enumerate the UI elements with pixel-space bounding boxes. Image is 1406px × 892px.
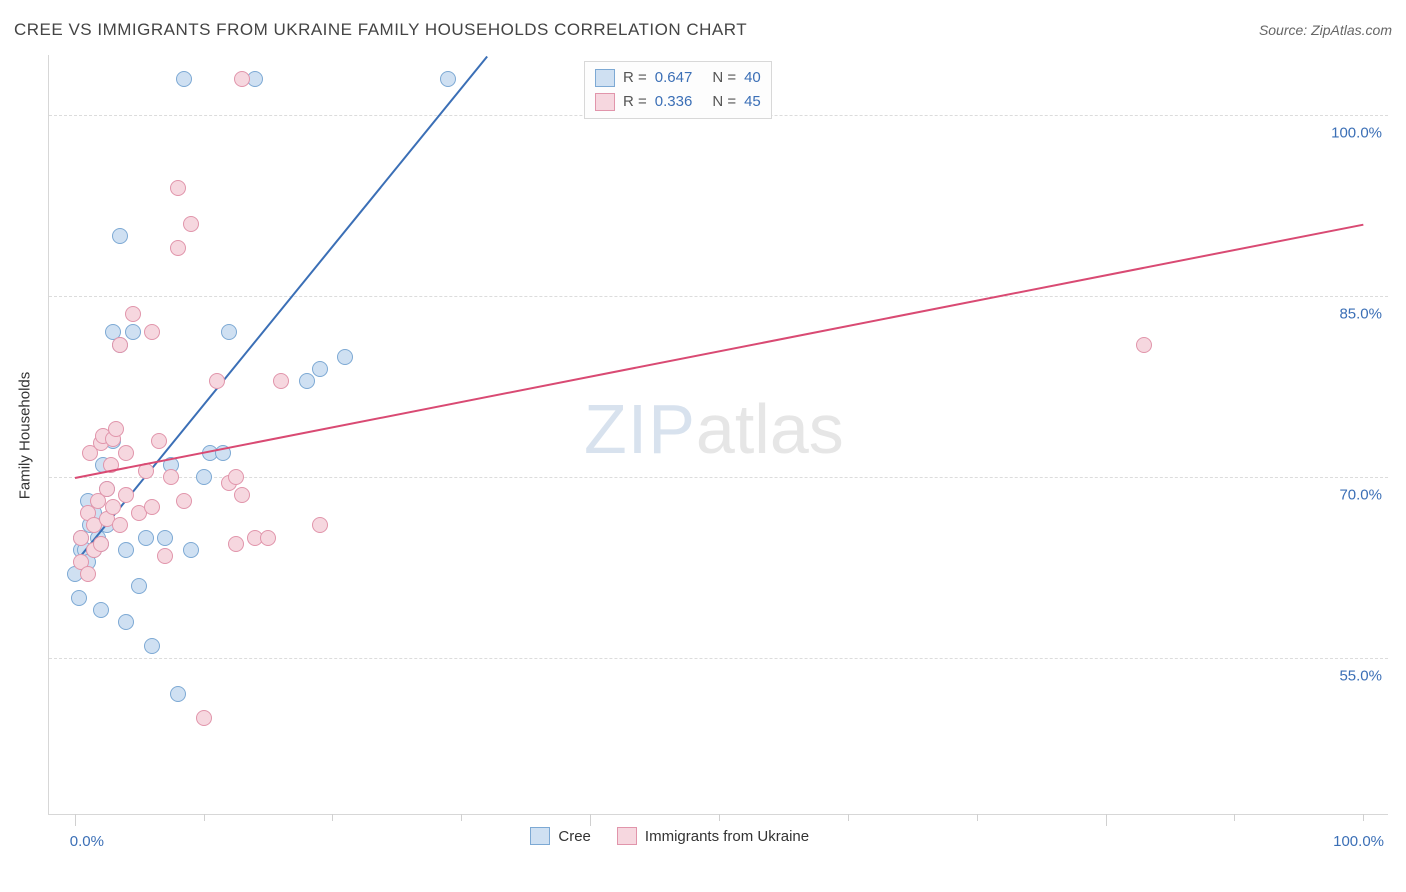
cree-point bbox=[112, 228, 128, 244]
ukraine-point bbox=[170, 240, 186, 256]
cree-point bbox=[440, 71, 456, 87]
cree-point bbox=[118, 542, 134, 558]
cree-point bbox=[131, 578, 147, 594]
ukraine-point bbox=[273, 373, 289, 389]
cree-point bbox=[118, 614, 134, 630]
x-tick bbox=[590, 814, 591, 826]
cree-point bbox=[196, 469, 212, 485]
ukraine-point bbox=[125, 306, 141, 322]
chart-title: CREE VS IMMIGRANTS FROM UKRAINE FAMILY H… bbox=[14, 20, 747, 40]
cree-point bbox=[170, 686, 186, 702]
source-attribution: Source: ZipAtlas.com bbox=[1259, 22, 1392, 38]
ukraine-point bbox=[234, 487, 250, 503]
y-tick-label: 85.0% bbox=[1339, 306, 1382, 323]
ukraine-point bbox=[118, 445, 134, 461]
ukraine-point bbox=[228, 469, 244, 485]
cree-point bbox=[93, 602, 109, 618]
ukraine-point bbox=[80, 566, 96, 582]
ukraine-point bbox=[196, 710, 212, 726]
ukraine-point bbox=[112, 517, 128, 533]
x-tick bbox=[977, 814, 978, 821]
ukraine-point bbox=[209, 373, 225, 389]
x-tick bbox=[719, 814, 720, 821]
ukraine-point bbox=[73, 530, 89, 546]
scatter-plot: 55.0% 70.0% 85.0% 100.0% bbox=[48, 55, 1388, 815]
ukraine-point bbox=[312, 517, 328, 533]
cree-point bbox=[176, 71, 192, 87]
cree-point bbox=[71, 590, 87, 606]
y-tick-label: 55.0% bbox=[1339, 668, 1382, 685]
ukraine-point bbox=[108, 421, 124, 437]
ukraine-legend-label: Immigrants from Ukraine bbox=[645, 828, 809, 845]
stats-legend: R = 0.647N = 40R = 0.336N = 45 bbox=[584, 61, 772, 119]
gridline bbox=[49, 477, 1388, 478]
ukraine-legend-swatch bbox=[617, 827, 637, 845]
gridline bbox=[49, 296, 1388, 297]
x-tick bbox=[848, 814, 849, 821]
ukraine-trendline bbox=[75, 224, 1364, 479]
x-tick bbox=[1363, 814, 1364, 821]
gridline bbox=[49, 658, 1388, 659]
x-tick bbox=[204, 814, 205, 821]
ukraine-point bbox=[260, 530, 276, 546]
cree-point bbox=[144, 638, 160, 654]
cree-point bbox=[183, 542, 199, 558]
ukraine-point bbox=[105, 499, 121, 515]
x-tick bbox=[1106, 814, 1107, 826]
x-tick bbox=[1234, 814, 1235, 821]
y-tick-label: 70.0% bbox=[1339, 487, 1382, 504]
cree-point bbox=[312, 361, 328, 377]
series-legend: Cree Immigrants from Ukraine bbox=[530, 827, 827, 845]
cree-point bbox=[221, 324, 237, 340]
ukraine-point bbox=[163, 469, 179, 485]
ukraine-point bbox=[157, 548, 173, 564]
stats-row-ukraine: R = 0.336N = 45 bbox=[595, 90, 761, 114]
cree-point bbox=[125, 324, 141, 340]
x-tick bbox=[332, 814, 333, 821]
ukraine-point bbox=[144, 324, 160, 340]
x-tick bbox=[461, 814, 462, 821]
cree-point bbox=[299, 373, 315, 389]
y-axis-label: Family Households bbox=[10, 55, 40, 815]
ukraine-point bbox=[93, 536, 109, 552]
ukraine-point bbox=[99, 481, 115, 497]
ukraine-point bbox=[170, 180, 186, 196]
x-axis-end-label: 100.0% bbox=[1333, 833, 1384, 850]
ukraine-point bbox=[176, 493, 192, 509]
cree-point bbox=[337, 349, 353, 365]
ukraine-point bbox=[151, 433, 167, 449]
cree-legend-swatch bbox=[530, 827, 550, 845]
ukraine-point bbox=[112, 337, 128, 353]
ukraine-point bbox=[183, 216, 199, 232]
ukraine-point bbox=[118, 487, 134, 503]
cree-legend-label: Cree bbox=[558, 828, 591, 845]
x-axis-start-label: 0.0% bbox=[70, 833, 104, 850]
cree-swatch bbox=[595, 69, 615, 87]
ukraine-point bbox=[228, 536, 244, 552]
cree-point bbox=[157, 530, 173, 546]
y-tick-label: 100.0% bbox=[1331, 125, 1382, 142]
ukraine-swatch bbox=[595, 93, 615, 111]
x-tick bbox=[75, 814, 76, 826]
ukraine-point bbox=[234, 71, 250, 87]
ukraine-point bbox=[144, 499, 160, 515]
ukraine-point bbox=[1136, 337, 1152, 353]
stats-row-cree: R = 0.647N = 40 bbox=[595, 66, 761, 90]
cree-point bbox=[138, 530, 154, 546]
